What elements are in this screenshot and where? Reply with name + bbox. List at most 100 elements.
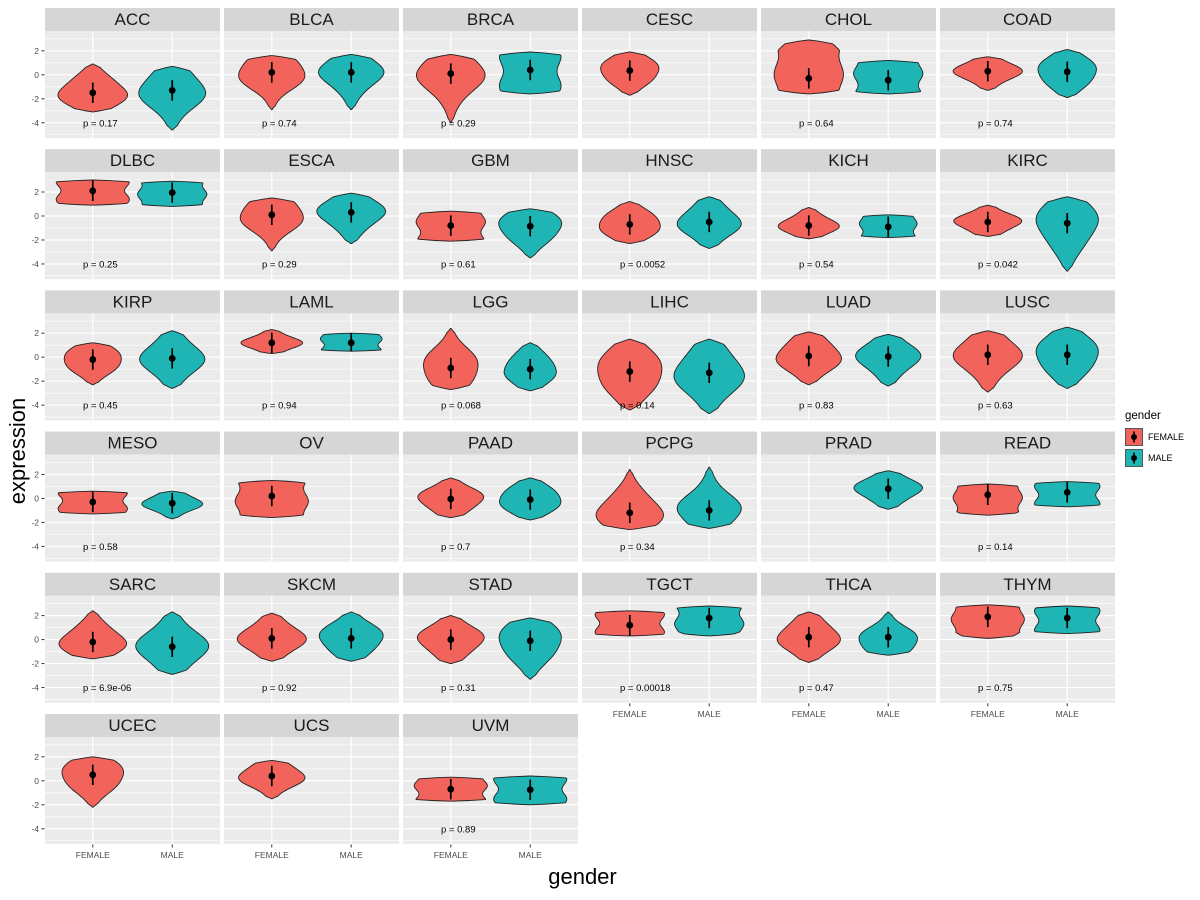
median-point	[347, 634, 355, 642]
x-tick-label: MALE	[1056, 709, 1079, 719]
p-value-label: p = 0.54	[799, 259, 834, 270]
median-point	[884, 76, 892, 84]
median-point	[1063, 488, 1071, 496]
median-point	[884, 485, 892, 493]
y-tick-label: 2	[34, 187, 39, 197]
y-tick-label: 0	[34, 493, 39, 503]
facet-panel	[582, 31, 757, 138]
y-tick-label: -2	[31, 659, 39, 669]
facet-strip	[224, 714, 399, 737]
facet-strip	[940, 572, 1115, 596]
p-value-label: p = 0.83	[799, 401, 834, 412]
median-point	[984, 67, 992, 75]
median-point	[89, 638, 97, 646]
facet-strip-title: UCS	[294, 716, 330, 735]
legend-entry-female: FEMALE	[1125, 428, 1184, 446]
facet-strip	[45, 8, 220, 31]
median-point	[89, 771, 97, 779]
x-tick-label: FEMALE	[971, 709, 1005, 719]
median-point	[347, 208, 355, 216]
facet-strip	[403, 431, 578, 455]
facet-strip-title: LUSC	[1005, 292, 1050, 311]
p-value-label: p = 0.58	[83, 542, 118, 553]
facet-strip-title: PRAD	[825, 434, 872, 453]
facet-strip-title: TGCT	[646, 575, 692, 594]
facet-strip	[582, 572, 757, 596]
facet-panel	[45, 737, 220, 844]
facet-strip-title: BLCA	[289, 10, 334, 29]
facet-strip	[940, 149, 1115, 173]
y-tick-label: -4	[31, 400, 39, 410]
facet-strip-title: LAML	[289, 292, 333, 311]
y-tick-label: 0	[34, 352, 39, 362]
facet-strip	[761, 290, 936, 314]
facet-strip	[45, 431, 220, 455]
p-value-label: p = 0.63	[978, 401, 1013, 412]
facet-strip-title: COAD	[1003, 10, 1052, 29]
p-value-label: p = 0.47	[799, 683, 834, 694]
facet-strip	[45, 572, 220, 596]
median-point	[626, 368, 634, 375]
legend-entry-male: MALE	[1125, 449, 1184, 467]
y-tick-label: -2	[31, 235, 39, 245]
legend-entries: FEMALE MALE	[1125, 428, 1184, 467]
y-tick-label: -2	[31, 94, 39, 104]
median-point	[89, 498, 97, 506]
y-tick-label: -2	[31, 800, 39, 810]
p-value-label: p = 0.92	[262, 683, 297, 694]
p-value-label: p = 0.068	[441, 401, 481, 412]
facet-strip-title: SARC	[109, 575, 156, 594]
median-point	[805, 74, 813, 82]
median-point	[168, 354, 176, 362]
facet-panel	[224, 313, 399, 421]
facet-strip	[403, 149, 578, 173]
facet-strip	[403, 572, 578, 596]
facet-strip-title: DLBC	[110, 151, 155, 170]
facet-strip-title: THYM	[1003, 575, 1051, 594]
median-point	[805, 633, 813, 641]
facet-strip-title: LUAD	[826, 292, 871, 311]
p-value-label: p = 0.14	[978, 542, 1013, 553]
violin-female	[416, 53, 486, 124]
facet-strip-title: BRCA	[467, 10, 515, 29]
median-point	[705, 506, 713, 514]
facet-strip	[403, 290, 578, 314]
facet-strip	[761, 431, 936, 455]
facet-strip	[403, 714, 578, 737]
x-tick-label: FEMALE	[255, 850, 289, 860]
median-point	[89, 187, 97, 195]
facet-strip-title: MESO	[107, 434, 157, 453]
y-tick-label: -4	[31, 683, 39, 693]
median-point	[705, 218, 713, 226]
median-point	[347, 68, 355, 76]
y-tick-label: 2	[34, 752, 39, 762]
p-value-label: p = 0.29	[441, 118, 476, 129]
x-tick-label: MALE	[519, 850, 542, 860]
x-tick-label: FEMALE	[613, 709, 647, 719]
facet-strip-title: LGG	[473, 292, 509, 311]
y-tick-label: -4	[31, 824, 39, 834]
median-point	[1063, 68, 1071, 76]
x-tick-label: MALE	[698, 709, 721, 719]
facet-strip	[940, 290, 1115, 314]
median-point	[447, 785, 455, 793]
median-point	[89, 356, 97, 363]
facet-strip	[582, 149, 757, 173]
facet-strip-title: PAAD	[468, 434, 513, 453]
violin-male	[1035, 196, 1099, 272]
y-tick-label: 2	[34, 469, 39, 479]
x-tick-label: FEMALE	[76, 850, 110, 860]
median-point	[984, 351, 992, 359]
x-tick-label: MALE	[161, 850, 184, 860]
p-value-label: p = 0.29	[262, 259, 297, 270]
facet-panel	[940, 31, 1115, 138]
facet-strip	[224, 290, 399, 314]
legend-entry-label: MALE	[1148, 453, 1173, 463]
facet-strip-title: SKCM	[287, 575, 336, 594]
median-point	[526, 222, 534, 230]
median-point	[168, 643, 176, 651]
median-point	[805, 352, 813, 360]
median-point	[984, 218, 992, 226]
median-point	[705, 369, 713, 377]
